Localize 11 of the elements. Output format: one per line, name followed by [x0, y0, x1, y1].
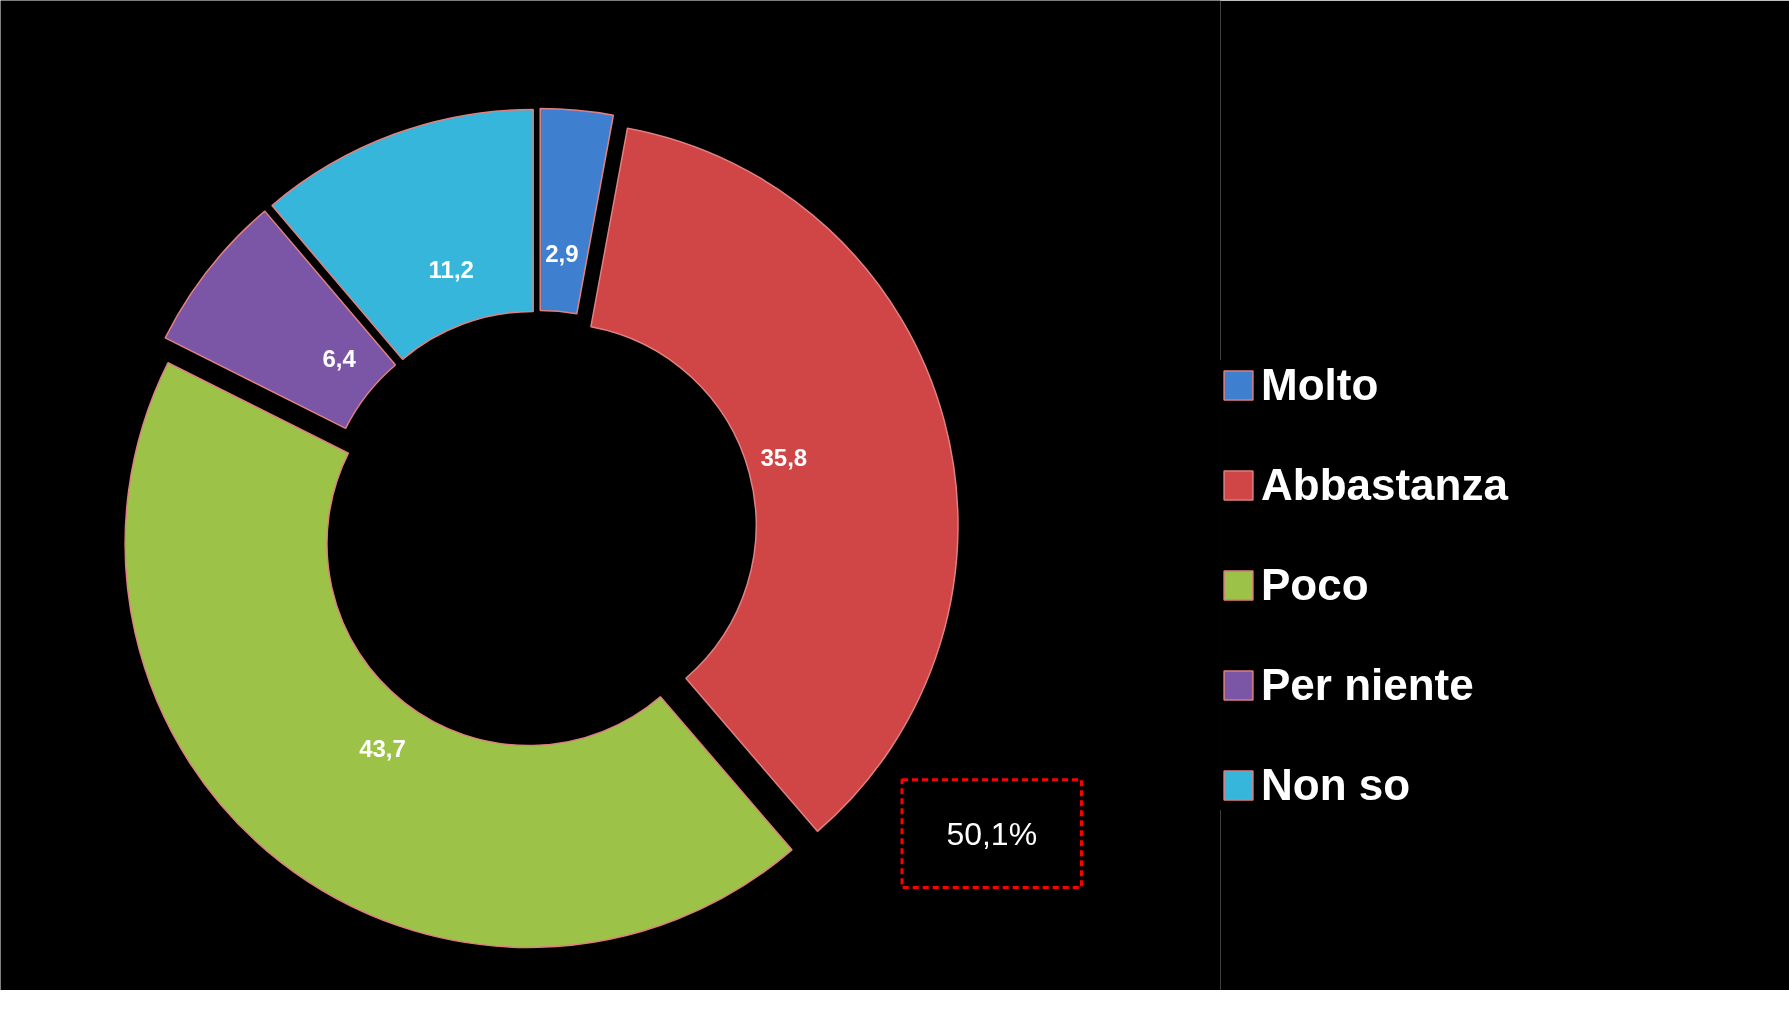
data-label: 35,8: [760, 443, 808, 471]
legend-label: Molto: [1261, 360, 1379, 410]
data-label: 11,2: [428, 255, 474, 283]
data-label: 6,4: [322, 344, 357, 372]
data-label: 43,7: [359, 734, 406, 762]
text: 50,1%: [946, 815, 1038, 852]
legend-label: Non so: [1261, 760, 1411, 810]
legend-label: Per niente: [1261, 660, 1474, 710]
legend-label: Poco: [1261, 560, 1369, 610]
data-label: 2,9: [545, 240, 579, 268]
legend-label: Abbastanza: [1261, 460, 1508, 510]
